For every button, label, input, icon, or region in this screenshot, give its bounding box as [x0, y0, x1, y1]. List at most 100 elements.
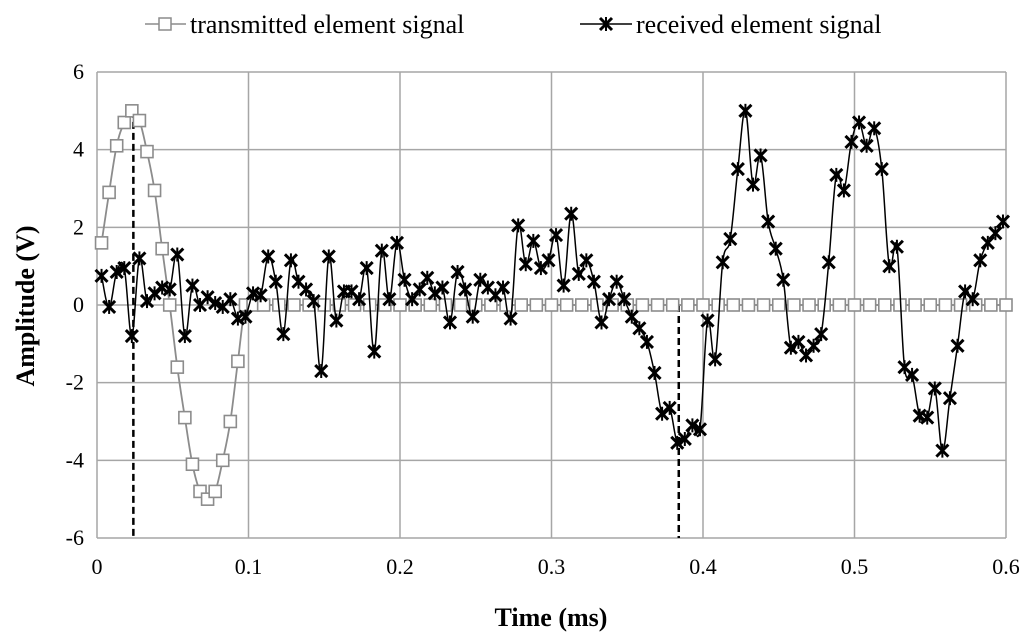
- data-point-received: [753, 148, 768, 163]
- data-point-received: [632, 321, 647, 336]
- data-point-received: [412, 282, 427, 297]
- data-point-received: [950, 338, 965, 353]
- data-point-received: [435, 280, 450, 295]
- data-point-received: [730, 162, 745, 177]
- data-point-transmitted: [117, 115, 132, 130]
- data-point-received: [965, 292, 980, 307]
- legend-label-transmitted: transmitted element signal: [190, 10, 464, 39]
- data-point-received: [859, 138, 874, 153]
- data-point-received: [867, 121, 882, 136]
- data-point-received: [609, 274, 624, 289]
- data-point-received: [882, 259, 897, 274]
- data-point-transmitted: [287, 298, 301, 312]
- data-point-received: [548, 228, 564, 243]
- data-point-transmitted: [102, 185, 116, 200]
- data-point-transmitted: [544, 298, 559, 312]
- series-1: [94, 103, 1011, 458]
- data-point-received: [420, 270, 435, 285]
- data-point-transmitted: [726, 298, 741, 312]
- data-point-received: [329, 313, 344, 328]
- y-tick-label: 6: [73, 59, 84, 84]
- data-point-transmitted: [984, 298, 998, 312]
- data-point-received: [602, 292, 617, 307]
- data-point-received: [685, 418, 700, 433]
- data-point-received: [541, 253, 556, 268]
- data-point-transmitted: [109, 138, 124, 153]
- data-point-transmitted: [453, 298, 468, 312]
- data-point-received: [208, 295, 223, 311]
- y-tick-label: 2: [73, 214, 84, 239]
- data-point-received: [261, 249, 276, 264]
- data-point-received: [836, 183, 851, 198]
- legend-marker-asterisk: [598, 16, 614, 32]
- data-point-received: [511, 218, 526, 233]
- data-point-received: [829, 167, 844, 182]
- x-tick-label: 0.1: [235, 554, 263, 579]
- data-point-received: [692, 422, 708, 437]
- data-point-received: [761, 214, 776, 229]
- data-point-received: [503, 311, 518, 326]
- data-point-received: [594, 315, 609, 330]
- data-point-received: [617, 292, 632, 307]
- data-point-received: [405, 292, 420, 307]
- data-point-received: [851, 115, 867, 130]
- data-point-received: [109, 264, 124, 280]
- reference-lines: [132, 110, 681, 538]
- data-point-received: [586, 274, 601, 289]
- data-point-received: [102, 299, 117, 315]
- x-tick-label: 0.5: [841, 554, 869, 579]
- data-point-received: [579, 253, 594, 268]
- data-point-transmitted: [170, 360, 185, 374]
- data-point-transmitted: [923, 298, 938, 312]
- data-point-received: [268, 274, 283, 289]
- data-point-received: [299, 282, 314, 297]
- data-point-received: [382, 292, 397, 307]
- data-point-received: [980, 235, 995, 250]
- data-point-received: [450, 264, 465, 280]
- data-point-transmitted: [756, 298, 771, 312]
- data-point-received: [389, 235, 405, 250]
- data-point-received: [177, 329, 192, 344]
- data-point-received: [124, 329, 139, 344]
- data-point-received: [321, 249, 336, 264]
- data-point-transmitted: [529, 298, 544, 312]
- x-tick-label: 0: [92, 554, 103, 579]
- data-point-received: [94, 268, 109, 283]
- data-point-transmitted: [94, 236, 109, 250]
- data-point-received: [662, 400, 677, 415]
- data-point-transmitted: [147, 183, 162, 198]
- data-point-transmitted: [999, 298, 1013, 312]
- data-point-transmitted: [231, 354, 245, 369]
- y-tick-label: -6: [66, 525, 84, 550]
- data-point-transmitted: [635, 298, 650, 312]
- legend-item-received: received element signal: [580, 10, 881, 39]
- data-point-received: [427, 286, 442, 301]
- y-tick-label: 4: [73, 137, 84, 162]
- y-tick-label: 0: [73, 292, 84, 317]
- data-point-received: [117, 261, 132, 276]
- data-point-received: [397, 272, 412, 287]
- data-point-received: [821, 255, 836, 270]
- data-point-transmitted: [877, 298, 892, 312]
- data-point-received: [677, 431, 692, 447]
- legend: transmitted element signal received elem…: [145, 10, 881, 39]
- data-point-received: [798, 348, 814, 363]
- data-point-received: [283, 253, 298, 268]
- y-axis-title: Amplitude (V): [11, 225, 40, 386]
- data-point-transmitted: [650, 298, 665, 312]
- data-point-received: [973, 253, 988, 268]
- data-point-transmitted: [665, 298, 680, 312]
- data-point-received: [238, 309, 253, 324]
- data-point-transmitted: [787, 298, 801, 312]
- data-point-transmitted: [771, 298, 786, 312]
- data-point-transmitted: [741, 298, 756, 312]
- data-point-received: [655, 406, 670, 421]
- data-point-received: [442, 315, 458, 330]
- data-point-received: [314, 363, 329, 379]
- data-point-received: [624, 309, 639, 324]
- data-point-transmitted: [681, 298, 695, 312]
- data-point-received: [132, 251, 147, 266]
- data-point-received: [200, 290, 215, 305]
- data-point-transmitted: [185, 457, 200, 472]
- data-point-received: [526, 233, 541, 248]
